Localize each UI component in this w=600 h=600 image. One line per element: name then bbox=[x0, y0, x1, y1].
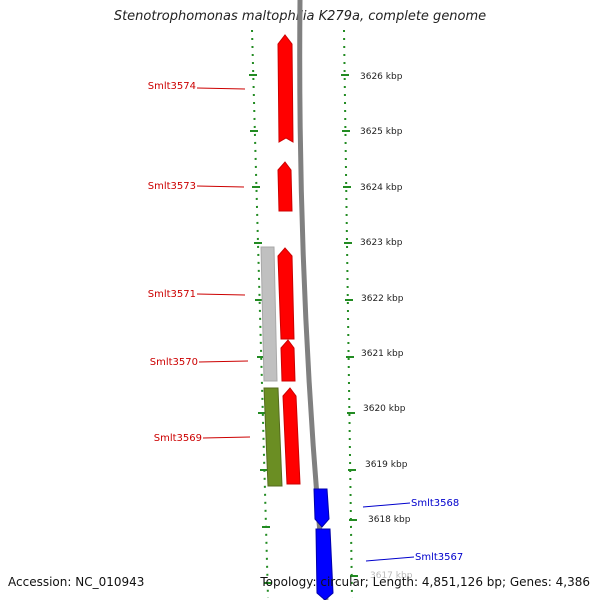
gene-label-smlt3567[interactable]: Smlt3567 bbox=[415, 552, 463, 563]
gene-arrow-smlt3571[interactable] bbox=[277, 247, 295, 340]
left-boundary-line bbox=[251, 29, 269, 599]
kbp-label: 3618 kbp bbox=[368, 515, 411, 525]
gene-arrow-smlt3574[interactable] bbox=[277, 34, 294, 143]
gray-feature-bar[interactable] bbox=[260, 246, 278, 382]
gene-label-smlt3574[interactable]: Smlt3574 bbox=[148, 81, 196, 92]
gene-label-smlt3570[interactable]: Smlt3570 bbox=[150, 357, 198, 368]
green-feature-bar[interactable] bbox=[263, 387, 283, 487]
accession-text: Accession: NC_010943 bbox=[8, 575, 145, 589]
gene-labels: Smlt3574 Smlt3573 Smlt3571 Smlt3570 Smlt… bbox=[148, 81, 464, 563]
gene-label-smlt3571[interactable]: Smlt3571 bbox=[148, 289, 196, 300]
kbp-label: 3617 kbp bbox=[370, 571, 413, 581]
kbp-label: 3625 kbp bbox=[360, 127, 403, 137]
gene-arrow-smlt3568[interactable] bbox=[313, 488, 330, 528]
right-tick-marks bbox=[341, 74, 358, 577]
leader-lines bbox=[196, 87, 415, 562]
kbp-label: 3620 kbp bbox=[363, 404, 406, 414]
gene-label-smlt3568[interactable]: Smlt3568 bbox=[411, 498, 459, 509]
kbp-label: 3622 kbp bbox=[361, 294, 404, 304]
gene-arrow-smlt3567[interactable] bbox=[315, 528, 334, 600]
kbp-label: 3619 kbp bbox=[365, 460, 408, 470]
kbp-labels: 3626 kbp 3625 kbp 3624 kbp 3623 kbp 3622… bbox=[360, 72, 413, 581]
gene-arrow-smlt3569[interactable] bbox=[282, 387, 301, 485]
gene-arrow-smlt3573[interactable] bbox=[277, 161, 293, 212]
forward-genes bbox=[277, 34, 301, 485]
kbp-label: 3624 kbp bbox=[360, 183, 403, 193]
kbp-label: 3621 kbp bbox=[361, 349, 404, 359]
topology-text: Topology: circular; Length: 4,851,126 bp… bbox=[260, 575, 590, 589]
gene-label-smlt3569[interactable]: Smlt3569 bbox=[154, 433, 202, 444]
gene-label-smlt3573[interactable]: Smlt3573 bbox=[148, 181, 196, 192]
kbp-label: 3623 kbp bbox=[360, 238, 403, 248]
gene-arrow-smlt3570[interactable] bbox=[280, 339, 296, 382]
reverse-genes bbox=[313, 488, 334, 600]
right-boundary-line bbox=[343, 29, 353, 599]
kbp-label: 3626 kbp bbox=[360, 72, 403, 82]
